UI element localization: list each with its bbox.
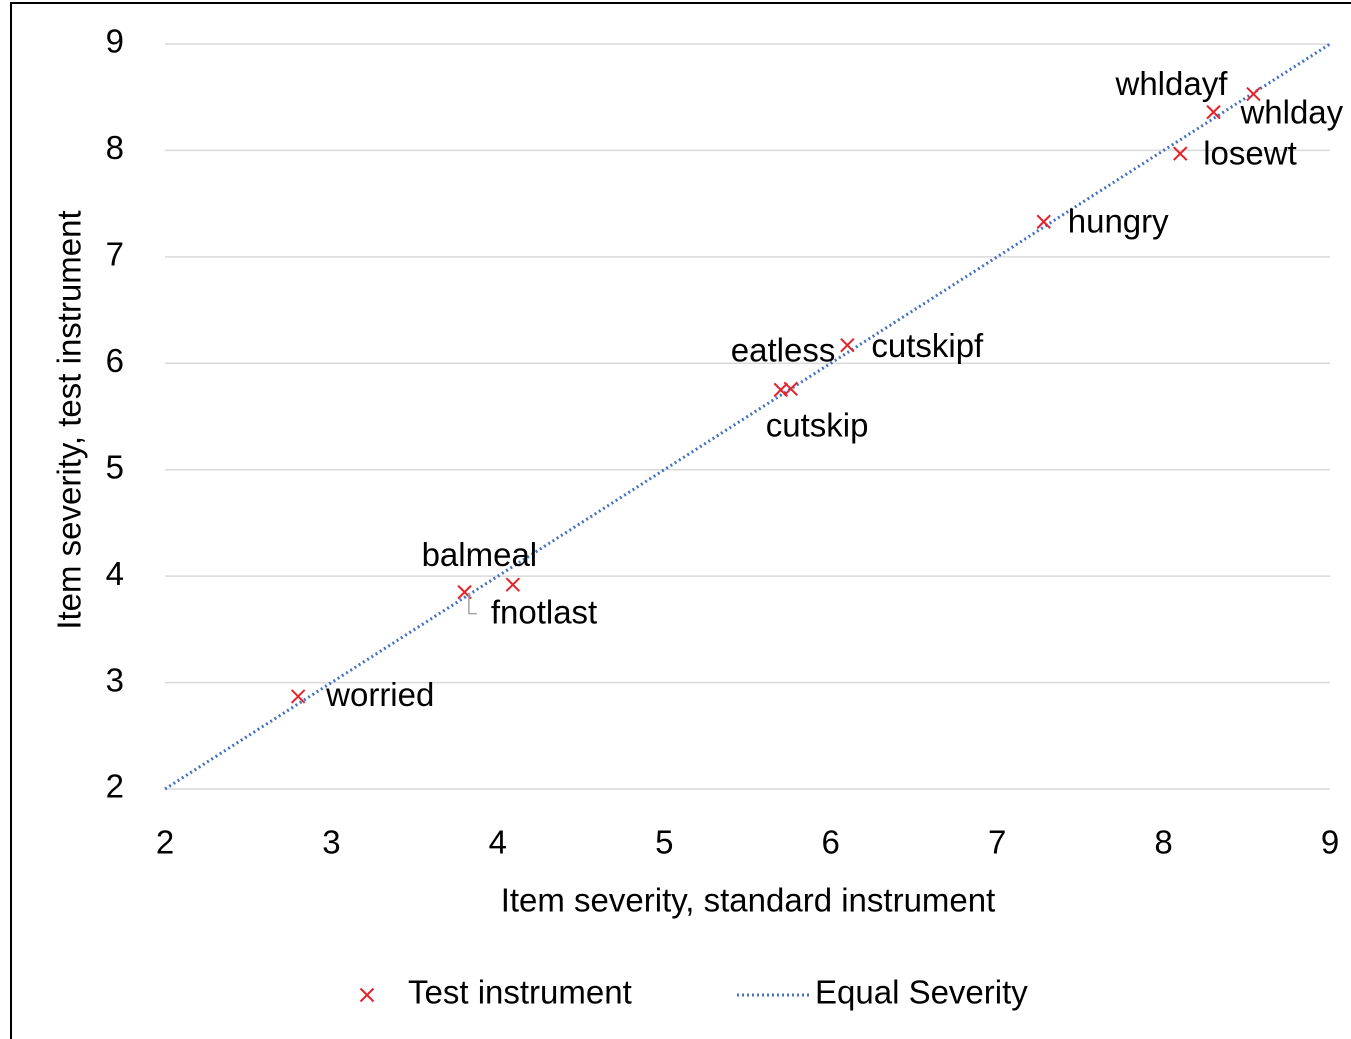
- data-point: [1246, 86, 1261, 102]
- x-axis-title: Item severity, standard instrument: [501, 882, 996, 919]
- chart-frame: [10, 2, 1351, 1039]
- point-label: fnotlast: [491, 593, 597, 630]
- x-tick-label: 7: [988, 824, 1006, 861]
- y-tick-label: 8: [106, 129, 124, 166]
- y-tick-label: 9: [106, 23, 124, 60]
- point-label: hungry: [1068, 202, 1169, 239]
- x-tick-label: 8: [1154, 824, 1172, 861]
- point-label: worried: [325, 676, 434, 713]
- point-label: cutskip: [766, 407, 869, 444]
- x-tick-label: 5: [655, 824, 673, 861]
- data-point: [505, 577, 521, 592]
- y-tick-label: 4: [106, 555, 124, 592]
- point-label: balmeal: [422, 536, 538, 573]
- point-label: whlday: [1239, 94, 1343, 131]
- data-point: [290, 689, 306, 704]
- point-label: cutskipf: [871, 327, 984, 364]
- x-tick-label: 2: [156, 824, 174, 861]
- y-tick-label: 2: [106, 768, 124, 805]
- x-tick-label: 3: [322, 824, 340, 861]
- leader-line: [468, 592, 477, 615]
- point-label: eatless: [731, 332, 836, 369]
- data-point: [840, 337, 855, 353]
- x-tick-label: 6: [822, 824, 840, 861]
- point-label: whldayf: [1115, 65, 1229, 102]
- legend-label: Test instrument: [408, 974, 632, 1011]
- data-point: [1036, 214, 1051, 229]
- y-axis-title: Item severity, test instrument: [51, 210, 88, 629]
- equal-severity-line: [164, 42, 1331, 791]
- y-tick-label: 6: [106, 342, 124, 379]
- x-tick-label: 4: [489, 824, 507, 861]
- y-tick-label: 3: [106, 661, 124, 698]
- legend-label: Equal Severity: [815, 974, 1028, 1011]
- data-point: [1173, 146, 1188, 161]
- x-tick-label: 9: [1321, 824, 1339, 861]
- y-tick-label: 5: [106, 448, 124, 485]
- data-point: [1206, 104, 1221, 120]
- legend-marker: [359, 987, 375, 1003]
- data-point: [783, 381, 798, 397]
- y-tick-label: 7: [106, 236, 124, 273]
- point-label: losewt: [1203, 134, 1297, 171]
